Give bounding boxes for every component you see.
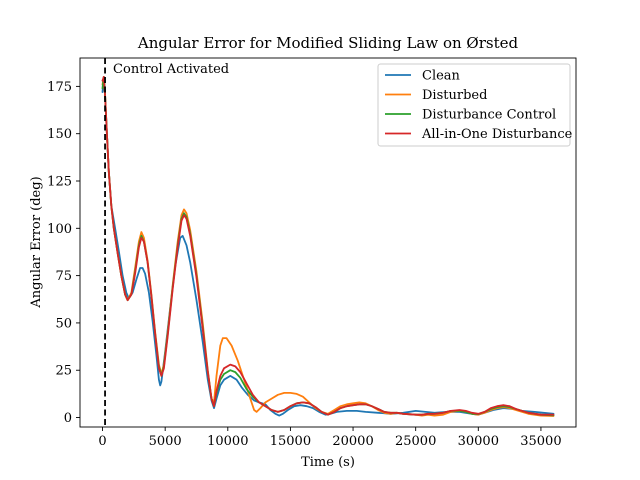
x-tick-label-2: 10000 bbox=[207, 434, 248, 449]
plot-area: Control Activated bbox=[101, 58, 555, 427]
series-group bbox=[101, 58, 555, 427]
x-tick-label-1: 5000 bbox=[149, 434, 182, 449]
legend-label-3: All-in-One Disturbance bbox=[421, 127, 573, 142]
x-tick-label-0: 0 bbox=[98, 434, 106, 449]
y-tick-label-3: 75 bbox=[55, 269, 72, 284]
x-tick-label-4: 20000 bbox=[332, 434, 373, 449]
y-tick-label-0: 0 bbox=[64, 411, 72, 426]
y-tick-label-2: 50 bbox=[55, 316, 72, 331]
x-tick-label-5: 25000 bbox=[395, 434, 436, 449]
y-tick-label-5: 125 bbox=[47, 175, 72, 190]
x-axis-label: Time (s) bbox=[301, 455, 355, 470]
axes-frame bbox=[79, 57, 577, 428]
series-line-1 bbox=[101, 76, 555, 417]
x-tick-label-6: 30000 bbox=[458, 434, 499, 449]
y-tick-label-7: 175 bbox=[47, 80, 72, 95]
series-line-3 bbox=[101, 76, 555, 416]
legend-box bbox=[377, 63, 571, 147]
axes: 0 5000 10000 15000 20000 25000 30000 35000 0 25 50… bbox=[47, 57, 577, 449]
legend: Clean Disturbed Disturbance Control All-in-… bbox=[377, 63, 573, 147]
series-line-0 bbox=[101, 76, 555, 417]
y-tick-label-6: 150 bbox=[47, 127, 72, 142]
legend-label-0: Clean bbox=[422, 69, 461, 84]
x-tick-label-7: 35000 bbox=[520, 434, 561, 449]
legend-label-1: Disturbed bbox=[422, 88, 487, 103]
x-tick-label-3: 15000 bbox=[270, 434, 311, 449]
y-axis-label: Angular Error (deg) bbox=[29, 176, 44, 308]
chart-title: Angular Error for Modified Sliding Law o… bbox=[137, 34, 519, 52]
y-tick-label-4: 100 bbox=[47, 222, 72, 237]
control-activated-label: Control Activated bbox=[113, 62, 229, 77]
legend-label-2: Disturbance Control bbox=[422, 108, 556, 123]
y-tick-label-1: 25 bbox=[55, 364, 72, 379]
